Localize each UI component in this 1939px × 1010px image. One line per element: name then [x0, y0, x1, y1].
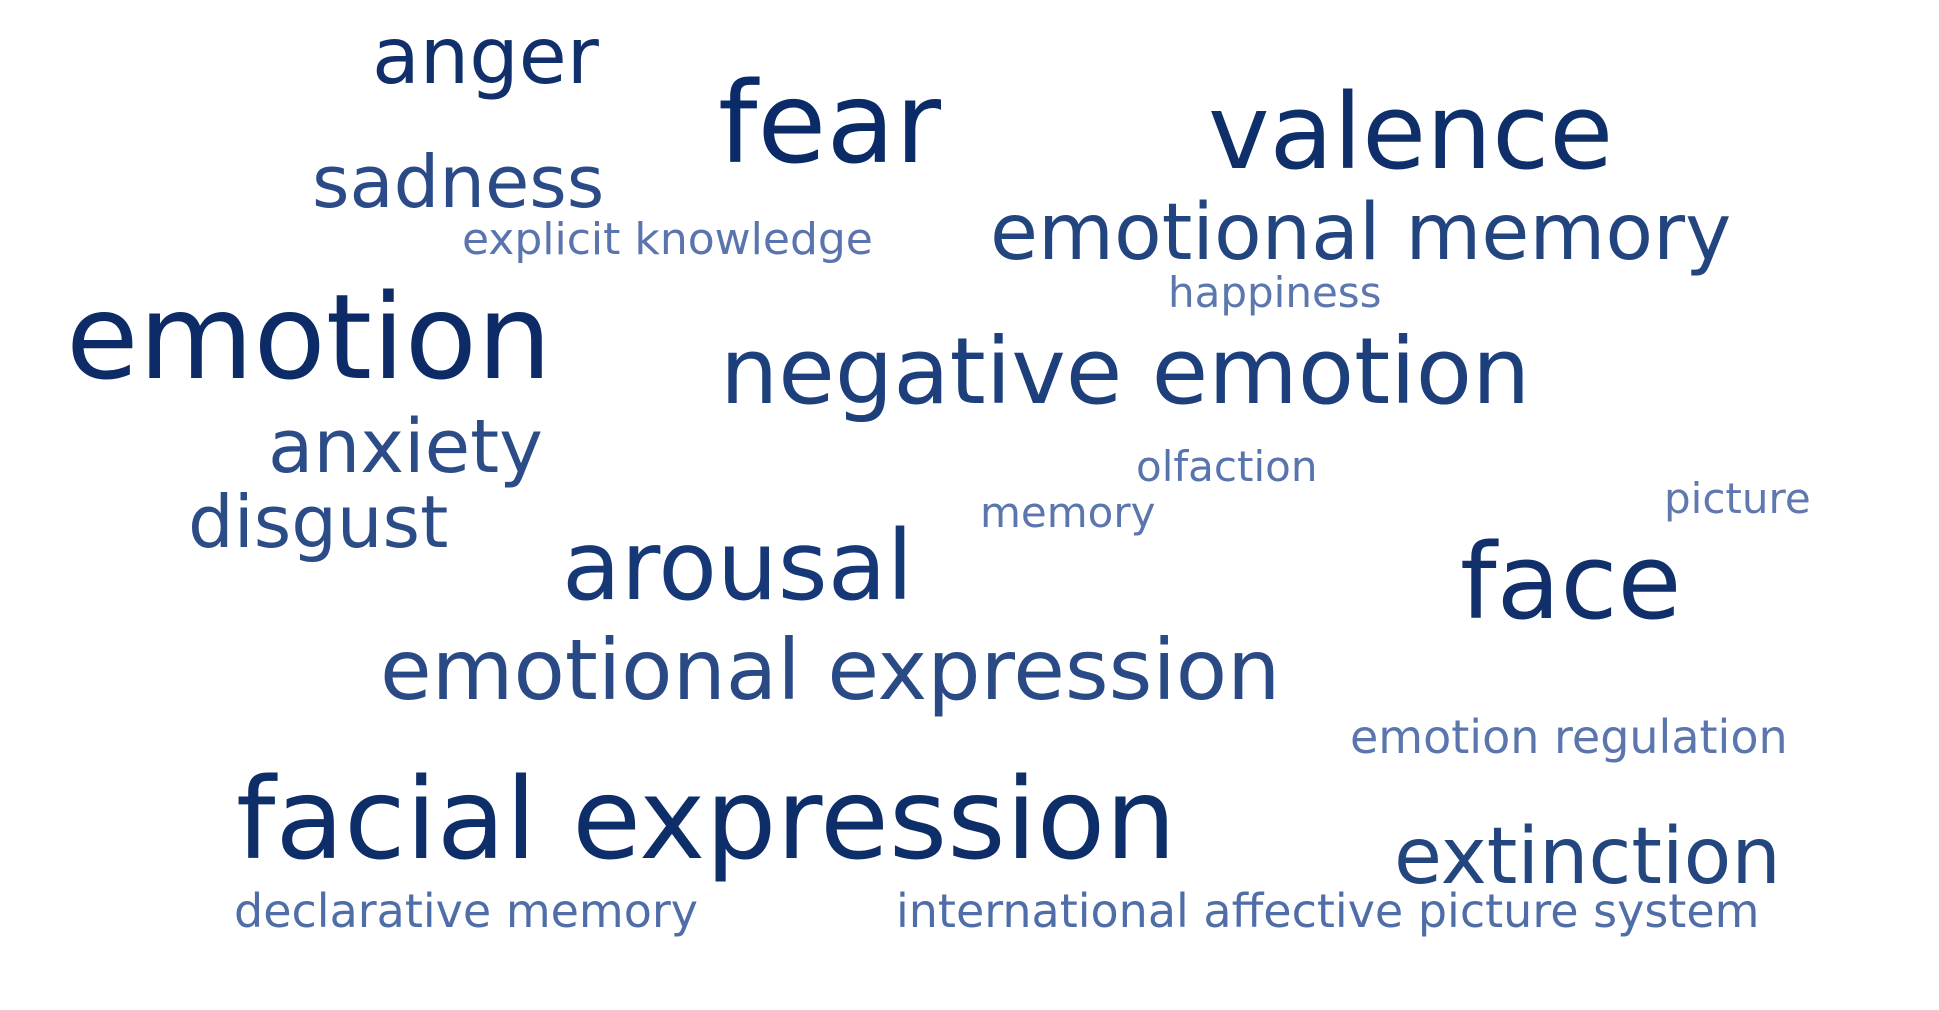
word-international-affective-picture-system: international affective picture system — [896, 884, 1760, 938]
word-extinction: extinction — [1394, 812, 1781, 902]
word-happiness: happiness — [1168, 268, 1382, 317]
word-declarative-memory: declarative memory — [234, 884, 699, 938]
word-anger: anger — [372, 12, 599, 102]
word-sadness: sadness — [312, 140, 605, 224]
word-emotional-expression: emotional expression — [380, 621, 1281, 719]
word-picture: picture — [1664, 474, 1811, 523]
word-facial-expression: facial expression — [236, 755, 1177, 885]
word-emotion: emotion — [66, 268, 552, 406]
word-memory: memory — [980, 488, 1156, 537]
word-olfaction: olfaction — [1136, 442, 1318, 491]
word-fear: fear — [718, 59, 942, 189]
word-face: face — [1460, 521, 1682, 643]
word-disgust: disgust — [188, 480, 449, 564]
word-emotion-regulation: emotion regulation — [1350, 710, 1788, 764]
word-anxiety: anxiety — [268, 404, 543, 490]
word-valence: valence — [1208, 71, 1614, 193]
word-emotional-memory: emotional memory — [990, 188, 1732, 278]
word-negative-emotion: negative emotion — [720, 318, 1531, 425]
word-arousal: arousal — [562, 510, 914, 622]
word-explicit-knowledge: explicit knowledge — [462, 214, 873, 265]
